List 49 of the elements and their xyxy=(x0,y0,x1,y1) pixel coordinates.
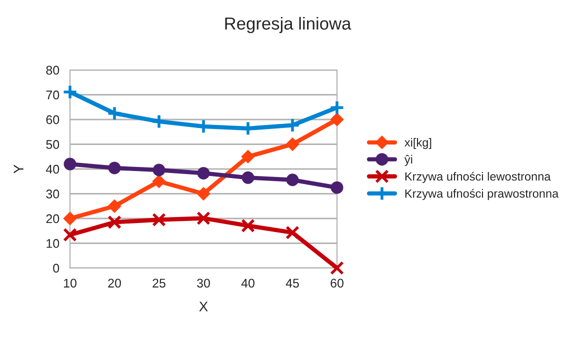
point xyxy=(63,228,77,242)
legend-label: xi[kg] xyxy=(404,138,432,149)
legend-label: Krzywa ufności prawostronna xyxy=(405,188,559,200)
point xyxy=(286,138,299,151)
y-tick-label: 40 xyxy=(46,164,60,174)
x-tick-label: 25 xyxy=(152,278,166,288)
point xyxy=(106,106,122,121)
point xyxy=(64,212,76,225)
y-tick-label: 0 xyxy=(53,264,60,273)
y-tick-label: 10 xyxy=(46,239,60,248)
x-tick-label: 30 xyxy=(197,278,210,288)
point xyxy=(241,218,255,233)
point xyxy=(330,261,344,275)
point xyxy=(329,100,345,116)
x-tick-label: 60 xyxy=(330,278,344,288)
point xyxy=(151,114,167,130)
y-tick-label: 50 xyxy=(46,140,60,149)
point xyxy=(286,174,299,186)
x-tick-label: 20 xyxy=(108,278,121,288)
point xyxy=(108,215,122,230)
point xyxy=(108,162,121,174)
y-tick-label: 70 xyxy=(46,90,60,100)
point xyxy=(197,187,210,200)
chart-title: Regresja liniowa xyxy=(225,16,352,34)
point xyxy=(286,226,300,240)
point xyxy=(330,181,344,194)
x-axis-title: X xyxy=(199,302,208,312)
point xyxy=(64,158,76,170)
point xyxy=(284,118,300,133)
y-tick-label: 30 xyxy=(46,190,60,198)
point xyxy=(330,113,344,126)
point xyxy=(62,84,78,100)
legend-label: ŷi xyxy=(404,154,412,166)
x-tick-label: 40 xyxy=(241,278,254,288)
point xyxy=(197,166,210,180)
legend-label: Krzywa ufności lewostronna xyxy=(405,172,551,183)
point xyxy=(108,200,121,212)
point xyxy=(242,171,254,184)
y-tick-label: 60 xyxy=(46,115,60,124)
x-tick-label: 10 xyxy=(64,278,76,288)
y-axis-title: Y xyxy=(14,164,24,174)
y-tick-label: 20 xyxy=(46,214,60,224)
x-tick-label: 45 xyxy=(286,278,299,288)
point xyxy=(152,212,166,227)
point xyxy=(152,175,166,188)
point xyxy=(196,211,210,226)
point xyxy=(152,164,166,176)
y-tick-label: 80 xyxy=(46,66,60,75)
point xyxy=(242,150,254,163)
